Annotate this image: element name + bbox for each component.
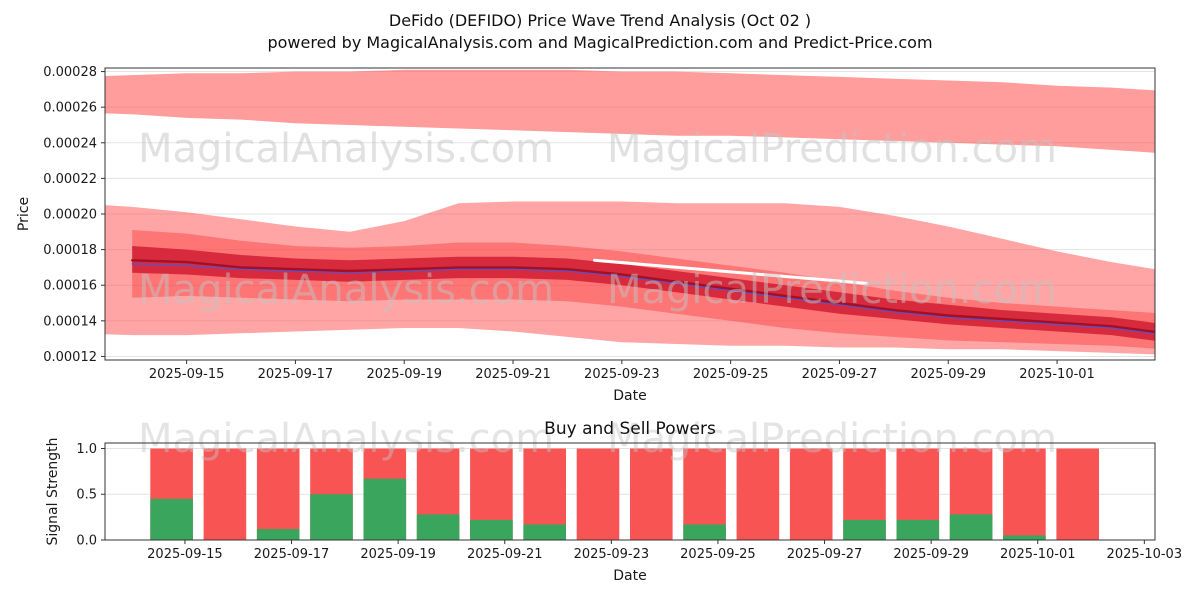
x-tick-label: 2025-09-25 [680,547,756,562]
figure-title: DeFido (DEFIDO) Price Wave Trend Analysi… [388,11,812,30]
buy-power-bar [150,498,193,540]
x-tick-label: 2025-10-03 [1107,547,1183,562]
y-axis-label: Price [16,197,32,231]
x-tick-label: 2025-09-27 [802,367,878,382]
y-tick-label: 0.00018 [43,243,97,258]
watermark-text: MagicalAnalysis.com [138,416,554,462]
x-tick-label: 2025-09-29 [910,367,986,382]
x-tick-label: 2025-10-01 [1000,547,1076,562]
buy-power-bar [256,529,300,540]
y-tick-label: 0.00028 [43,65,97,80]
buy-power-bar [1003,535,1046,540]
x-tick-label: 2025-09-23 [574,547,650,562]
watermark-text: MagicalAnalysis.com [138,267,554,313]
sell-power-bar [1003,448,1046,540]
x-tick-label: 2025-09-17 [254,547,330,562]
x-tick-label: 2025-10-01 [1019,367,1095,382]
sell-power-bar [736,448,780,540]
x-tick-label: 2025-09-15 [149,367,225,382]
sell-power-bar [789,448,833,540]
plot-frame [104,442,1156,541]
x-tick-label: 2025-09-29 [893,547,969,562]
buy-power-bar [523,524,566,540]
figure-subtitle: powered by MagicalAnalysis.com and Magic… [267,33,933,52]
trend-line [131,263,1155,335]
price-line [130,259,1155,334]
y-tick-label: 0.00024 [43,136,97,151]
sell-power-bar [203,448,247,540]
x-tick-label: 2025-09-21 [467,547,543,562]
y-tick-label: 0.5 [76,488,97,503]
y-tick-label: 0.00022 [43,172,97,187]
y-tick-label: 0.00026 [43,101,97,116]
y-axis-label: Signal Strength [45,437,61,545]
x-axis-label: Date [613,568,646,584]
y-tick-label: 0.00014 [43,314,97,329]
x-axis-label: Date [613,388,646,404]
buy-power-bar [843,519,886,540]
buy-power-bar [683,524,726,540]
sell-power-bar [630,448,673,540]
x-tick-label: 2025-09-23 [584,367,660,382]
watermark-text: MagicalPrediction.com [607,267,1057,313]
y-tick-label: 0.0 [76,534,97,549]
y-tick-label: 0.00020 [43,208,97,223]
signal-chart: MagicalAnalysis.com MagicalPrediction.com… [45,416,1182,584]
x-tick-label: 2025-09-25 [693,367,769,382]
signal-chart-title: Buy and Sell Powers [544,419,716,439]
x-tick-label: 2025-09-17 [258,367,334,382]
sell-power-bar [1056,448,1099,540]
price-chart: MagicalAnalysis.com MagicalPrediction.com… [16,65,1156,404]
y-tick-label: 0.00012 [43,350,97,365]
y-tick-label: 0.00016 [43,279,97,294]
watermark-text: MagicalAnalysis.com [138,126,554,172]
x-tick-label: 2025-09-15 [147,547,223,562]
x-tick-label: 2025-09-19 [366,367,442,382]
x-tick-label: 2025-09-19 [360,547,436,562]
figure-title-block: DeFido (DEFIDO) Price Wave Trend Analysi… [0,10,1200,54]
sell-power-bar [256,448,300,540]
sell-power-bar [576,448,620,540]
watermark-text: MagicalPrediction.com [607,416,1057,462]
bars-group [150,448,1099,540]
forecast-gap-line [593,258,869,285]
buy-power-bar [470,519,513,540]
y-tick-label: 1.0 [76,442,97,457]
buy-power-bar [949,514,993,540]
watermark-text: MagicalPrediction.com [607,126,1057,172]
x-tick-label: 2025-09-27 [787,547,863,562]
buy-power-bar [363,478,407,540]
upper-forecast-band [105,69,1155,153]
x-tick-label: 2025-09-21 [475,367,551,382]
buy-power-bar [310,494,353,540]
confidence-bands [105,69,1155,355]
buy-power-bar [416,514,460,540]
buy-power-bar [896,519,940,540]
